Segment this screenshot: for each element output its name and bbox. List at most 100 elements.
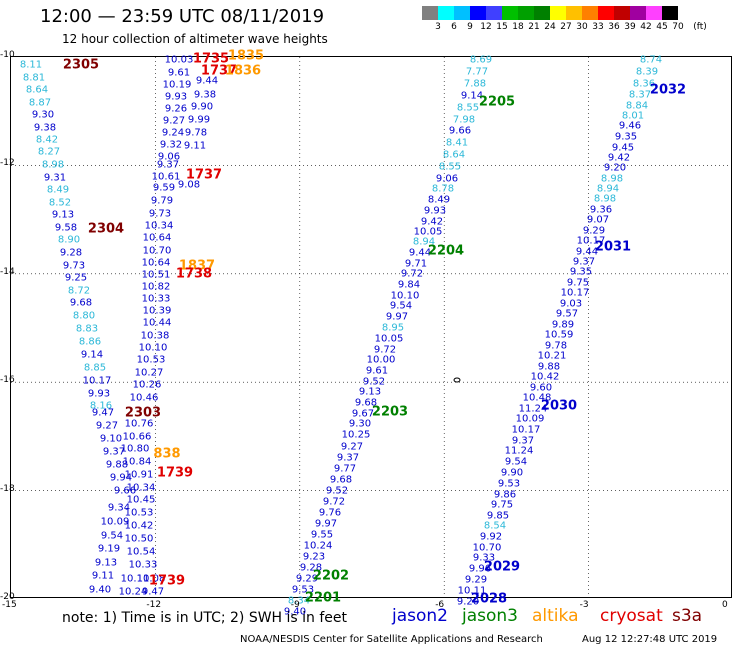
wave-height-value: 9.31 [43, 172, 67, 184]
wave-height-value: 8.49 [427, 194, 451, 206]
scale-label: 33 [592, 22, 604, 32]
wave-height-value: 8.11 [19, 59, 43, 71]
wave-height-value: 9.53 [497, 478, 521, 490]
island-outline [453, 377, 461, 383]
wave-height-value: 8.83 [75, 323, 99, 335]
wave-height-value: 9.42 [420, 216, 444, 228]
pass-time-label: 2031 [594, 239, 632, 255]
pass-time-label: 2303 [124, 405, 162, 421]
scale-swatch [646, 6, 662, 20]
scale-label: (ft) [693, 22, 707, 32]
wave-height-value: 9.86 [493, 489, 517, 501]
wave-height-value: 8.87 [28, 97, 52, 109]
wave-height-value: 10.19 [162, 79, 192, 91]
scale-swatch [550, 6, 566, 20]
wave-height-value: 9.47 [91, 407, 115, 419]
wave-height-value: 10.10 [120, 573, 150, 585]
pass-time-label: 2028 [470, 591, 508, 607]
wave-height-value: 9.11 [183, 140, 207, 152]
wave-height-value: 8.01 [621, 110, 645, 122]
legend-item-s3a: s3a [672, 606, 703, 626]
wave-height-value: 9.38 [33, 122, 57, 134]
wave-height-value: 9.06 [157, 151, 181, 163]
wave-height-value: 10.66 [122, 431, 152, 443]
wave-height-value: 9.90 [190, 101, 214, 113]
wave-height-value: 9.34 [107, 502, 131, 514]
wave-height-value: 9.45 [611, 142, 635, 154]
wave-height-value: 9.75 [490, 499, 514, 511]
wave-height-value: 10.50 [124, 533, 154, 545]
wave-height-value: 9.37 [336, 452, 360, 464]
wave-height-value: 9.44 [408, 247, 432, 259]
credit-line: NOAA/NESDIS Center for Satellite Applica… [240, 634, 543, 645]
wave-height-value: 9.54 [389, 300, 413, 312]
y-tick-label: -16 [0, 375, 15, 386]
wave-height-value: 9.85 [486, 510, 510, 522]
wave-height-value: 9.37 [511, 435, 535, 447]
pass-time-label: 1738 [175, 266, 213, 282]
wave-height-value: 9.13 [51, 209, 75, 221]
pass-time-label: 1837 [178, 258, 216, 274]
wave-height-value: 8.80 [72, 310, 96, 322]
map-plot-area: 8.11 8.81 8.64 8.87 9.30 9.38 8.42 8.27 8.98 9.31… [10, 49, 733, 618]
wave-height-value: 10.09 [515, 413, 545, 425]
wave-height-value: 9.20 [603, 162, 627, 174]
wave-height-value: 10.53 [136, 354, 166, 366]
wave-height-value: 10.17 [560, 287, 590, 299]
x-tick-label: -12 [146, 600, 162, 610]
wave-height-value: 9.30 [31, 109, 55, 121]
wave-height-value: 10.03 [164, 54, 194, 66]
wave-height-value: 9.46 [618, 120, 642, 132]
wave-height-value: 9.67 [351, 408, 375, 420]
wave-height-value: 8.98 [41, 159, 65, 171]
wave-height-value: 9.78 [544, 340, 568, 352]
wave-height-value: 8.39 [635, 66, 659, 78]
wave-height-value: 9.90 [500, 467, 524, 479]
wave-height-value: 8.34 [287, 595, 311, 607]
wave-height-value: 9.27 [162, 115, 186, 127]
scale-label: 9 [467, 22, 473, 32]
wave-height-value: 11.08 [136, 573, 166, 585]
scale-swatch [422, 6, 438, 20]
wave-height-value: 9.68 [329, 474, 353, 486]
wave-height-value: 9.29 [464, 574, 488, 586]
wave-height-value: 9.97 [314, 518, 338, 530]
wave-height-value: 8.69 [469, 54, 493, 66]
wave-height-value: 8.74 [639, 54, 663, 66]
wave-height-value: 9.88 [105, 459, 129, 471]
pass-time-label: 2203 [371, 404, 409, 420]
wave-height-value: 8.94 [412, 236, 436, 248]
wave-height-value: 9.93 [164, 91, 188, 103]
wave-height-value: 9.14 [80, 349, 104, 361]
wave-height-value: 10.84 [122, 456, 152, 468]
wave-height-value: 9.13 [94, 557, 118, 569]
wave-height-value: 8.52 [48, 197, 72, 209]
y-tick-label: -18 [0, 483, 15, 494]
wave-height-value: 9.59 [152, 182, 176, 194]
scale-swatch [470, 6, 486, 20]
page-title: 12:00 — 23:59 UTC 08/11/2019 [40, 6, 325, 27]
wave-height-value: 9.36 [589, 204, 613, 216]
wave-height-value: 9.32 [159, 139, 183, 151]
wave-height-value: 10.91 [124, 469, 154, 481]
wave-height-value: 10.80 [120, 443, 150, 455]
wave-height-value: 9.27 [340, 441, 364, 453]
pass-time-label: 1737 [200, 63, 238, 79]
legend-item-jason3: jason3 [462, 606, 518, 626]
pass-time-label: 2202 [312, 568, 350, 584]
wave-height-value: 8.98 [593, 193, 617, 205]
wave-height-value: 9.93 [87, 388, 111, 400]
wave-height-value: 9.55 [310, 529, 334, 541]
scale-label: 24 [544, 22, 556, 32]
scale-label: 39 [624, 22, 636, 32]
wave-height-value: 8.90 [57, 234, 81, 246]
scale-label: 21 [528, 22, 540, 32]
scale-swatch [566, 6, 582, 20]
wave-height-value: 10.00 [366, 354, 396, 366]
pass-time-label: 1739 [156, 465, 194, 481]
wave-height-value: 9.78 [184, 127, 208, 139]
wave-height-value: 9.35 [614, 131, 638, 143]
scale-label: 42 [640, 22, 652, 32]
wave-height-value: 9.72 [322, 496, 346, 508]
scale-label: 6 [451, 22, 457, 32]
